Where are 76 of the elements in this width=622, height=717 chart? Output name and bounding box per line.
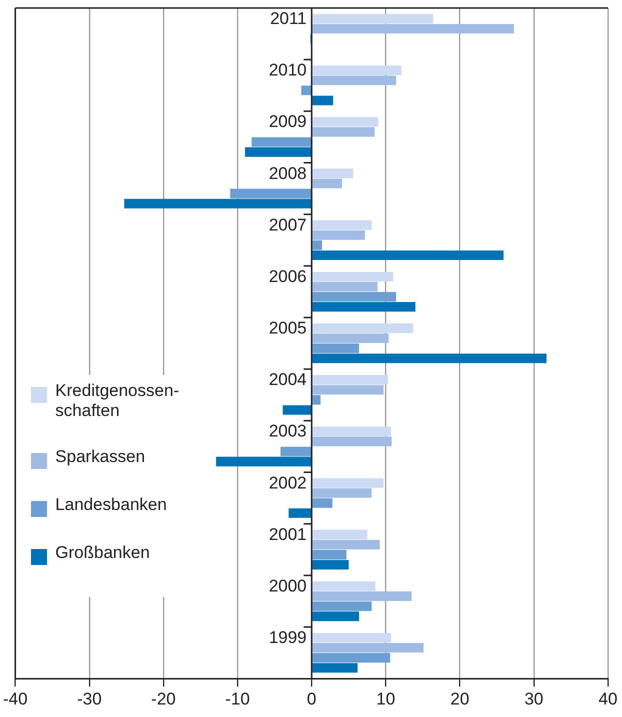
bar	[312, 643, 424, 653]
bar	[312, 653, 390, 663]
bar	[312, 354, 547, 364]
bar	[312, 282, 378, 292]
bar	[312, 168, 354, 178]
bar	[312, 117, 378, 127]
bar	[312, 540, 380, 550]
y-tick-label: 2008	[268, 164, 307, 183]
y-tick-label: 2003	[268, 422, 307, 441]
y-tick-label: 2000	[268, 576, 307, 596]
x-tick-label: 10	[376, 689, 396, 708]
y-tick-label: 2002	[268, 473, 307, 492]
bar	[301, 86, 312, 96]
bar	[252, 137, 312, 147]
y-tick-label: 2007	[268, 215, 307, 234]
bar	[312, 292, 396, 302]
bar	[282, 405, 312, 415]
bar	[312, 76, 396, 86]
bar	[312, 66, 402, 76]
bar	[312, 272, 394, 282]
y-tick-label: 2010	[268, 60, 307, 80]
bar	[124, 198, 312, 208]
legend-label: Kreditgenossen-schaften	[55, 381, 180, 421]
bar	[312, 96, 334, 106]
bar	[312, 127, 375, 137]
bar	[312, 323, 414, 333]
bar	[312, 426, 391, 436]
bar	[216, 456, 312, 466]
bar	[312, 14, 434, 24]
bar	[312, 581, 376, 591]
bar	[312, 395, 321, 405]
bar	[312, 488, 372, 498]
y-tick-label: 2006	[268, 266, 307, 286]
bar	[288, 508, 312, 518]
x-tick-label: 30	[524, 689, 544, 708]
bar	[312, 24, 514, 34]
y-tick-label: 2011	[270, 9, 307, 28]
x-tick-label: 20	[450, 689, 470, 708]
y-tick-label: 2001	[268, 524, 307, 544]
bar	[312, 302, 416, 312]
bar	[312, 591, 412, 601]
bar	[230, 188, 312, 198]
bar	[312, 220, 372, 230]
x-tick-label: -40	[2, 689, 28, 708]
bar	[244, 147, 312, 157]
bar	[312, 601, 372, 612]
bar	[312, 436, 392, 446]
bar	[312, 385, 384, 395]
bar	[312, 240, 322, 250]
x-tick-label: 0	[306, 689, 316, 708]
bar	[312, 530, 368, 540]
bar	[312, 612, 360, 622]
bar	[312, 178, 342, 188]
bar	[312, 375, 388, 385]
bar	[312, 632, 391, 642]
x-tick-label: 40	[598, 689, 618, 708]
bar	[312, 478, 384, 488]
x-tick-label: -20	[151, 689, 176, 708]
bar	[312, 560, 349, 570]
y-tick-label: 2004	[268, 370, 307, 390]
y-tick-label: 2005	[268, 318, 307, 338]
bar	[312, 333, 389, 344]
bar	[312, 663, 358, 673]
bar	[312, 344, 360, 354]
bar	[312, 550, 346, 560]
y-tick-label: 1999	[268, 628, 307, 648]
x-tick-label: -10	[225, 689, 250, 708]
legend-label: Sparkassen	[55, 447, 146, 467]
bar	[312, 250, 504, 260]
legend-label: Landesbanken	[55, 495, 167, 515]
bar	[312, 230, 365, 240]
x-tick-label: -30	[77, 689, 102, 708]
bar	[280, 446, 312, 456]
legend-label: Großbanken	[55, 543, 150, 563]
y-tick-label: 2009	[268, 112, 307, 132]
bar	[312, 498, 332, 508]
